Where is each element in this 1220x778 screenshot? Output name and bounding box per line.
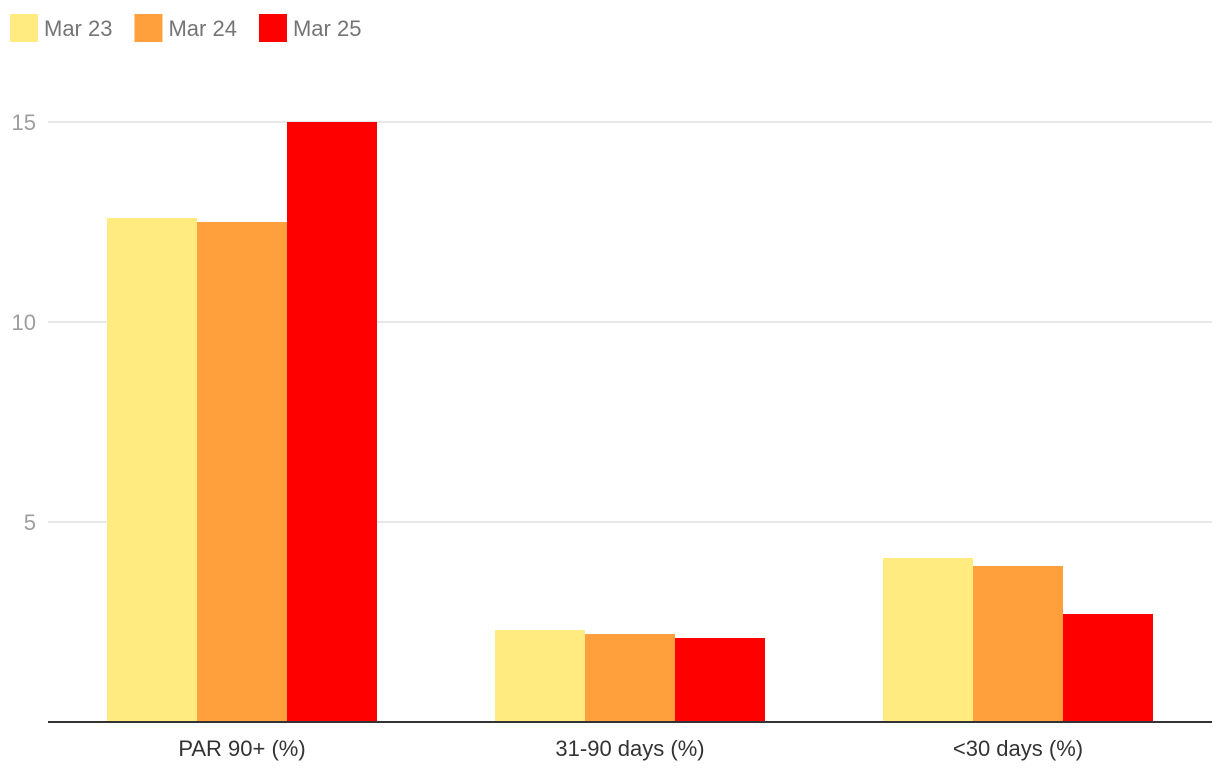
x-axis-labels: PAR 90+ (%) 31-90 days (%) <30 days (%) [178, 736, 1083, 761]
bars [107, 122, 1153, 722]
bar-mar-24 [973, 566, 1063, 722]
bar-mar-24 [197, 222, 287, 722]
legend-swatch [258, 14, 287, 42]
bar-mar-25 [287, 122, 377, 722]
x-category-label: PAR 90+ (%) [178, 736, 305, 761]
bar-mar-23 [107, 218, 197, 722]
legend-swatch [134, 14, 163, 42]
y-axis-ticks: 5 10 15 [12, 110, 36, 535]
legend: Mar 23 Mar 24 Mar 25 [10, 14, 361, 42]
y-tick-label: 5 [24, 510, 36, 535]
legend-item[interactable]: Mar 25 [258, 14, 361, 42]
legend-item[interactable]: Mar 23 [10, 14, 112, 42]
x-category-label: 31-90 days (%) [555, 736, 704, 761]
x-category-label: <30 days (%) [953, 736, 1083, 761]
y-tick-label: 10 [12, 310, 36, 335]
bar-mar-24 [585, 634, 675, 722]
legend-swatch [10, 14, 38, 42]
bar-mar-23 [883, 558, 973, 722]
legend-label: Mar 24 [168, 16, 236, 41]
y-tick-label: 15 [12, 110, 36, 135]
legend-label: Mar 23 [44, 16, 112, 41]
legend-label: Mar 25 [293, 16, 361, 41]
bar-mar-25 [1063, 614, 1153, 722]
legend-item[interactable]: Mar 24 [134, 14, 237, 42]
bar-mar-23 [495, 630, 585, 722]
bar-mar-25 [675, 638, 765, 722]
